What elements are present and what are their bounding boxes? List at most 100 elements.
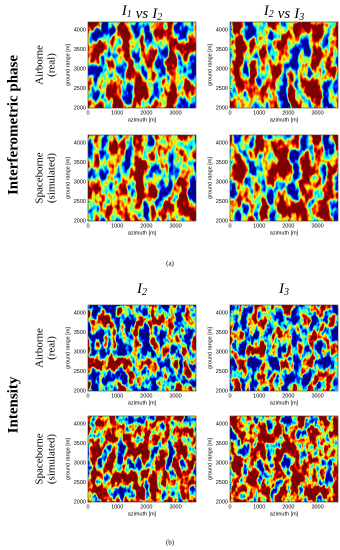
y-tick-label: 2000 (216, 105, 228, 111)
x-axis-label: azimuth [m] (270, 117, 299, 123)
column-header: I3 (278, 281, 289, 298)
header-subscript: 2 (142, 287, 147, 298)
x-axis-label: azimuth [m] (270, 400, 299, 406)
heatmap (88, 135, 196, 221)
y-tick-label: 3500 (74, 330, 86, 336)
section-title: Intensity (5, 376, 21, 433)
heatmap (88, 22, 196, 108)
y-tick-label: 2500 (74, 369, 86, 375)
y-tick-label: 2500 (216, 86, 228, 92)
y-tick-label: 2000 (216, 388, 228, 394)
y-tick-label: 2500 (216, 480, 228, 486)
x-tick-label: 2000 (282, 110, 294, 116)
x-tick-label: 0 (228, 110, 231, 116)
y-tick-label: 2000 (74, 218, 86, 224)
header-token: I (121, 3, 128, 19)
column-header: I2 vs I3 (263, 3, 305, 23)
x-tick-label: 1000 (253, 504, 265, 510)
x-tick-label: 2000 (282, 504, 294, 510)
y-tick-label: 3500 (216, 441, 228, 447)
y-tick-label: 3500 (74, 160, 86, 166)
x-tick-label: 0 (86, 393, 89, 399)
y-tick-label: 3000 (74, 460, 86, 466)
header-token: vs (136, 6, 149, 22)
x-tick-label: 3000 (169, 110, 181, 116)
x-tick-label: 3000 (169, 504, 181, 510)
header-subscript: 3 (283, 287, 289, 298)
y-axis-label: ground range [m] (65, 438, 71, 480)
y-axis-label: ground range [m] (207, 327, 213, 369)
header-subscript: 2 (157, 12, 162, 23)
row-label: Spaceborne (34, 152, 46, 203)
y-axis-label: ground range [m] (207, 44, 213, 86)
x-tick-label: 2000 (140, 504, 152, 510)
x-tick-label: 1000 (111, 110, 123, 116)
x-tick-label: 2000 (140, 223, 152, 229)
y-tick-label: 2000 (74, 499, 86, 505)
heatmap (230, 22, 338, 108)
x-axis-label: azimuth [m] (270, 230, 299, 236)
header-token: I (278, 281, 285, 297)
x-tick-label: 2000 (140, 110, 152, 116)
header-token: I (263, 3, 270, 19)
x-tick-label: 1000 (111, 223, 123, 229)
x-tick-label: 3000 (169, 393, 181, 399)
row-label: (real) (46, 336, 58, 360)
y-tick-label: 3500 (74, 47, 86, 53)
y-tick-label: 4000 (74, 421, 86, 427)
header-token: vs (278, 6, 291, 22)
row-label: Airborne (34, 328, 46, 368)
row-label: (real) (46, 53, 58, 77)
x-axis-label: azimuth [m] (128, 230, 157, 236)
header-token: I (293, 6, 300, 22)
y-tick-label: 2500 (74, 86, 86, 92)
x-tick-label: 0 (228, 393, 231, 399)
y-axis-label: ground range [m] (207, 157, 213, 199)
y-tick-label: 3500 (216, 330, 228, 336)
header-subscript: 3 (298, 12, 304, 23)
x-tick-label: 2000 (282, 393, 294, 399)
plot-frame (229, 415, 339, 503)
x-tick-label: 0 (228, 504, 231, 510)
plot-frame (87, 134, 197, 222)
x-tick-label: 0 (86, 223, 89, 229)
y-tick-label: 4000 (74, 140, 86, 146)
y-tick-label: 3500 (74, 441, 86, 447)
header-token: I (151, 6, 158, 22)
y-tick-label: 2000 (216, 218, 228, 224)
heatmap (230, 135, 338, 221)
section-title: Interferometric phase (5, 55, 21, 195)
y-axis-label: ground range [m] (207, 438, 213, 480)
column-header: I2 (136, 281, 147, 298)
x-tick-label: 1000 (253, 393, 265, 399)
x-tick-label: 0 (86, 110, 89, 116)
y-tick-label: 3500 (216, 160, 228, 166)
y-tick-label: 4000 (216, 140, 228, 146)
plot-frame (87, 21, 197, 109)
x-tick-label: 1000 (111, 504, 123, 510)
y-tick-label: 4000 (74, 310, 86, 316)
y-tick-label: 4000 (216, 421, 228, 427)
x-tick-label: 2000 (282, 223, 294, 229)
heatmap (230, 416, 338, 502)
y-tick-label: 2500 (74, 480, 86, 486)
header-subscript: 1 (127, 9, 132, 20)
plot-frame (87, 415, 197, 503)
y-tick-label: 3500 (216, 47, 228, 53)
x-tick-label: 3000 (169, 223, 181, 229)
y-axis-label: ground range [m] (65, 327, 71, 369)
caption: (b) (166, 539, 175, 547)
plot-frame (229, 134, 339, 222)
y-tick-label: 2000 (74, 388, 86, 394)
y-tick-label: 3000 (216, 460, 228, 466)
y-axis-label: ground range [m] (65, 157, 71, 199)
y-tick-label: 2000 (216, 499, 228, 505)
x-tick-label: 0 (228, 223, 231, 229)
y-axis-label: ground range [m] (65, 44, 71, 86)
x-tick-label: 2000 (140, 393, 152, 399)
x-tick-label: 3000 (311, 110, 323, 116)
y-tick-label: 3000 (74, 66, 86, 72)
x-axis-label: azimuth [m] (270, 511, 299, 517)
y-tick-label: 2500 (216, 369, 228, 375)
